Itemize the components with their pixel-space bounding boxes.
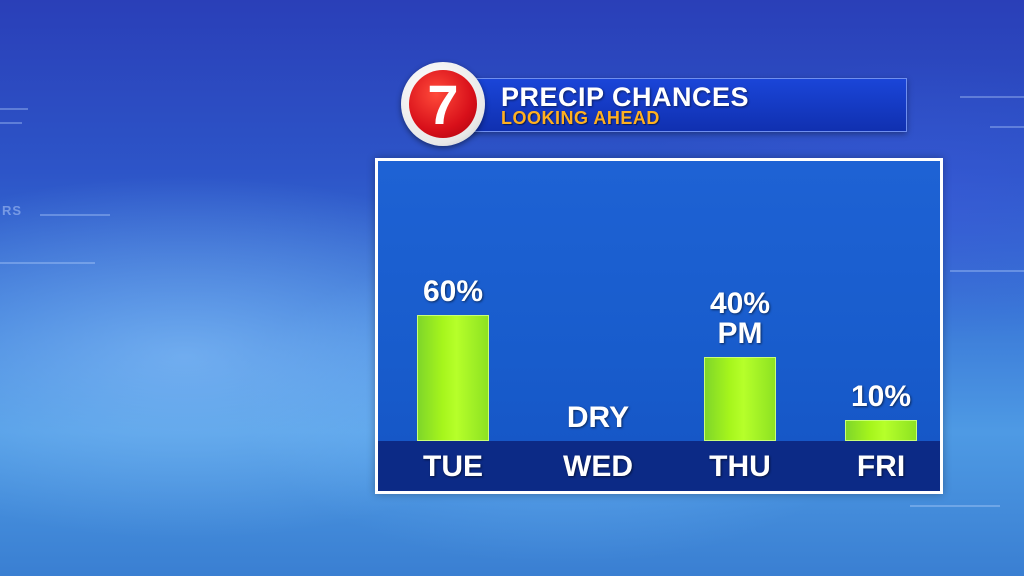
logo-circle: 7: [409, 70, 477, 138]
decor-line: [40, 214, 110, 216]
decor-line: [990, 126, 1024, 128]
page-title: PRECIP CHANCES: [501, 82, 750, 112]
bar-fri: [845, 420, 917, 441]
decor-line: [0, 262, 95, 264]
logo-text: 7: [427, 73, 459, 136]
decor-line: [910, 505, 1000, 507]
header-banner: PRECIP CHANCES LOOKING AHEAD: [440, 78, 907, 132]
decor-line: [960, 96, 1024, 98]
category-label-fri: FRI: [856, 450, 906, 483]
data-label-tue: 60%: [422, 275, 484, 308]
data-label-thu: PM: [717, 317, 763, 350]
bar-tue: [417, 315, 489, 441]
category-label-tue: TUE: [423, 450, 483, 483]
bar-thu: [704, 357, 776, 441]
page-subtitle: LOOKING AHEAD: [501, 108, 660, 128]
decor-line: [950, 270, 1024, 272]
category-label-thu: THU: [709, 450, 771, 483]
background-fragment-text: RS: [2, 203, 23, 218]
category-label-wed: WED: [563, 450, 633, 483]
precip-chart: 60% TUE DRY WED 40% PM THU 10% FRI: [375, 158, 943, 494]
channel-7-logo: 7: [401, 62, 485, 146]
data-label-fri: 10%: [850, 380, 912, 413]
category-axis-band: [378, 441, 940, 491]
decor-line: [0, 108, 28, 110]
decor-line: [0, 122, 22, 124]
data-label-wed: DRY: [566, 401, 630, 434]
data-label-thu: 40%: [709, 287, 771, 320]
